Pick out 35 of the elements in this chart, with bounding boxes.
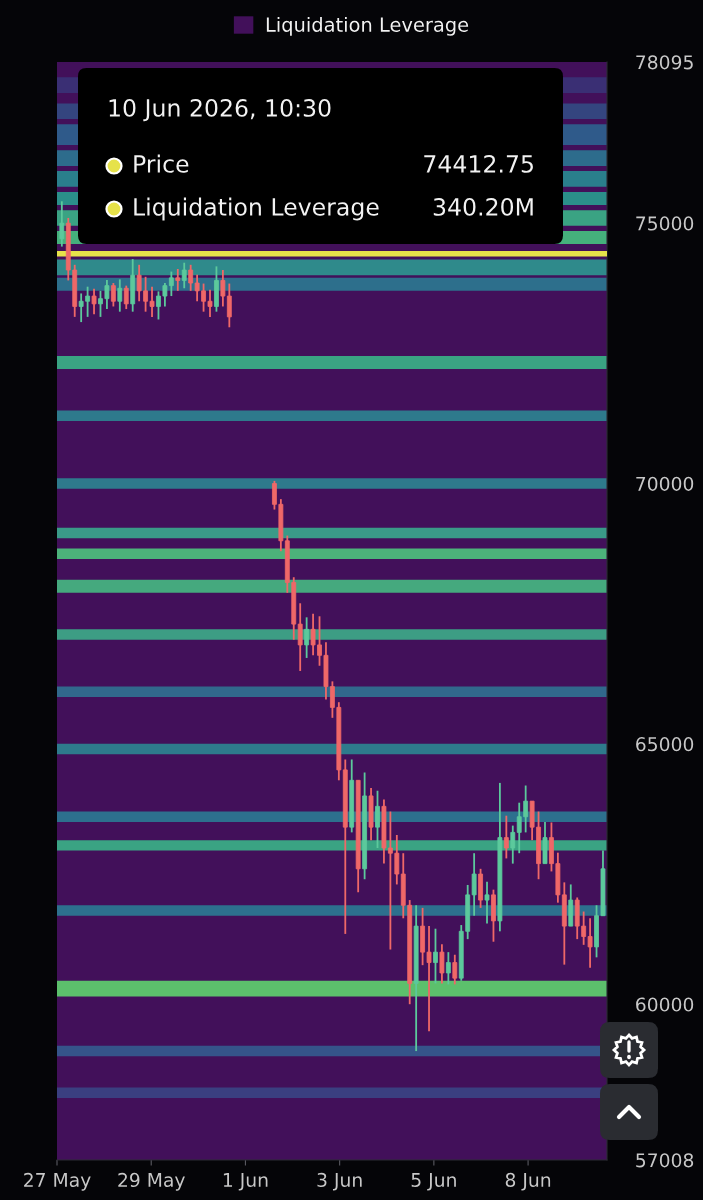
candlestick <box>304 616 310 659</box>
y-tick-label: 78095 <box>636 55 693 70</box>
candlestick <box>181 261 187 290</box>
annotation: Price <box>134 154 189 173</box>
candlestick <box>117 278 123 313</box>
y-tick-label: 75000 <box>636 216 694 231</box>
candlestick <box>445 951 451 986</box>
x-tick-label: 3 Jun <box>317 1172 362 1191</box>
candlestick <box>91 287 97 316</box>
x-tick-label: 29 May <box>118 1172 185 1191</box>
candlestick <box>375 789 380 849</box>
y-tick-label: 65000 <box>636 737 694 752</box>
x-tick-label: 27 May <box>24 1172 91 1191</box>
annotation: 10 Jun 2026, 10:30 <box>109 98 331 122</box>
candlestick <box>452 953 458 986</box>
candlestick <box>175 268 181 292</box>
candlestick <box>439 943 445 985</box>
x-tick-label: 1 Jun <box>223 1173 268 1191</box>
legend-label: Liquidation Leverage <box>266 16 469 36</box>
y-tick-label: 57008 <box>636 1153 694 1168</box>
y-tick-label: 60000 <box>636 997 694 1012</box>
annotation: 74412.75 <box>424 154 533 173</box>
candlestick <box>484 880 490 925</box>
candlestick <box>297 602 303 672</box>
x-tick-label: 8 Jun <box>505 1172 551 1191</box>
candlestick <box>59 200 65 248</box>
candlestick <box>110 282 116 308</box>
candlestick <box>510 824 516 865</box>
x-tick-label: 5 Jun <box>411 1173 456 1191</box>
candlestick <box>433 927 438 985</box>
annotation: Liquidation Leverage <box>134 197 379 221</box>
annotation: 340.20M <box>433 197 533 216</box>
candlestick <box>503 814 509 860</box>
candlestick <box>123 284 129 310</box>
y-tick-label: 70000 <box>636 476 694 491</box>
